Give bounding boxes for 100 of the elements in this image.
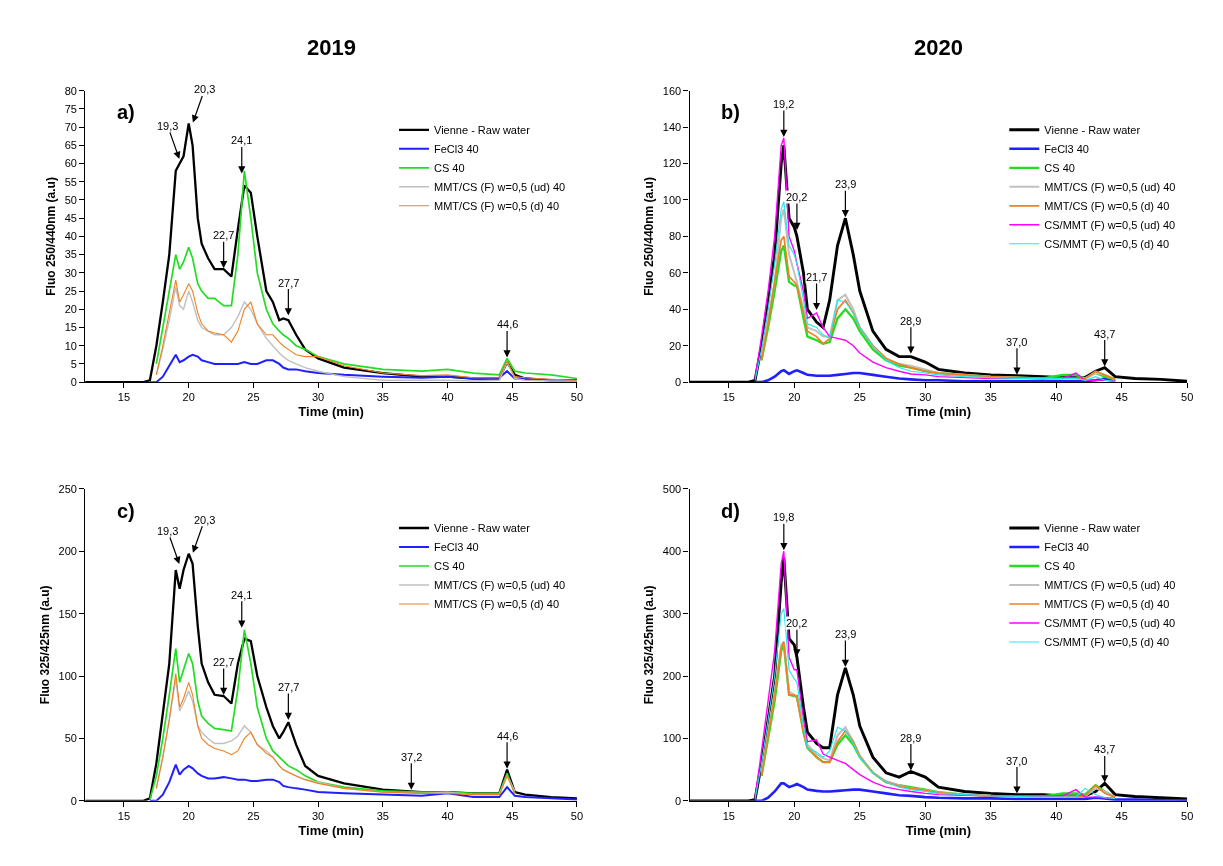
legend-label: MMT/CS (F) w=0,5 (d) 40 [1044,200,1170,213]
x-tick-label: 20 [182,810,195,823]
y-tick-label: 10 [64,339,77,352]
y-axis-title: Fluo 325/425nm (a.u) [37,585,52,705]
annotation: 19,3 [157,525,179,537]
x-tick-label: 20 [182,391,195,404]
x-tick-label: 15 [117,391,131,404]
line-series [148,353,577,383]
y-tick-label: 50 [64,732,77,745]
legend-label: Vienne - Raw water [434,522,531,535]
legend-label: MMT/CS (F) w=0,5 (d) 40 [1044,598,1170,611]
annotation: 20,2 [786,191,808,203]
y-tick-label: 80 [668,230,682,243]
y-tick-label: 45 [64,212,77,225]
x-tick-label: 15 [117,810,131,823]
legend-label: FeCl3 40 [434,143,479,156]
legend-label: MMT/CS (F) w=0,5 (d) 40 [434,598,560,611]
annotation: 20,3 [194,514,216,526]
x-tick-label: 15 [722,810,735,823]
annotation: b) [721,101,740,123]
annotation: 37,2 [401,751,423,763]
y-tick-label: 100 [58,669,77,682]
x-tick-label: 35 [376,391,389,404]
y-tick-label: 65 [64,139,77,152]
y-tick-label: 20 [64,303,77,316]
x-tick-label: 35 [376,810,389,823]
y-tick-label: 200 [58,545,77,558]
y-tick-label: 60 [668,266,682,279]
legend-label: Vienne - Raw water [434,124,531,137]
x-tick-label: 40 [441,810,454,823]
annotation: 21,7 [806,271,828,283]
annotation: c) [117,500,135,522]
x-tick-label: 40 [441,391,454,404]
annotation: 19,8 [773,511,795,523]
legend-label: CS 40 [1044,162,1075,175]
legend-label: CS 40 [434,162,465,175]
x-axis-title: Time (min) [905,822,972,838]
x-tick-label: 45 [1115,810,1128,823]
y-tick-label: 15 [64,321,77,334]
y-tick-label: 5 [70,357,77,370]
y-tick-label: 40 [64,230,77,243]
y-tick-label: 55 [64,175,77,188]
legend-label: FeCl3 40 [1044,541,1089,554]
legend-label: FeCl3 40 [1044,143,1089,156]
y-tick-label: 0 [675,375,682,388]
annotation: 22,7 [213,229,235,241]
y-tick-label: 0 [675,794,682,807]
annotation: 37,0 [1006,755,1028,767]
y-tick-label: 50 [64,193,77,206]
annotation: 37,0 [1006,336,1028,348]
x-tick-label: 30 [312,391,325,404]
x-tick-label: 15 [722,391,735,404]
x-tick-label: 30 [919,810,932,823]
y-tick-label: 0 [70,794,77,807]
annotation: 27,7 [278,277,300,289]
annotation: 28,9 [900,732,922,744]
x-tick-label: 35 [984,810,997,823]
legend-label: CS/MMT (F) w=0,5 (d) 40 [1044,636,1170,649]
x-tick-label: 25 [247,391,260,404]
legend-label: FeCl3 40 [434,541,479,554]
annotation: 27,7 [278,681,300,693]
legend-label: CS/MMT (F) w=0,5 (d) 40 [1044,238,1170,251]
x-tick-label: 25 [853,810,866,823]
y-tick-label: 75 [64,102,77,115]
y-tick-label: 40 [668,303,682,316]
x-tick-label: 20 [788,810,801,823]
y-tick-label: 500 [662,482,682,495]
x-tick-label: 45 [506,810,519,823]
legend-label: MMT/CS (F) w=0,5 (ud) 40 [434,579,566,592]
x-axis-title: Time (min) [298,822,364,838]
annotation: a) [117,101,135,123]
y-tick-label: 150 [58,607,77,620]
y-tick-label: 0 [70,375,77,388]
x-tick-label: 30 [919,391,932,404]
y-tick-label: 35 [64,248,77,261]
x-tick-label: 45 [1115,391,1128,404]
y-tick-label: 25 [64,284,77,297]
annotation: 24,1 [231,134,253,146]
x-axis-title: Time (min) [298,404,364,420]
legend-label: MMT/CS (F) w=0,5 (ud) 40 [1044,579,1176,592]
x-tick-label: 50 [1181,391,1194,404]
annotation: 24,1 [231,589,253,601]
x-tick-label: 30 [312,810,325,823]
annotation: 43,7 [1094,328,1116,340]
y-tick-label: 30 [64,266,77,279]
annotation: 23,9 [835,178,857,190]
annotation: 19,3 [157,120,179,132]
x-tick-label: 50 [1181,810,1194,823]
y-tick-label: 120 [662,157,682,170]
x-tick-label: 40 [1050,810,1063,823]
annotation: 28,9 [900,315,922,327]
x-tick-label: 50 [570,810,584,823]
legend-label: Vienne - Raw water [1044,124,1141,137]
y-tick-label: 160 [662,84,682,97]
y-tick-label: 100 [662,193,682,206]
annotation: 44,6 [497,318,519,330]
annotation: 20,3 [194,83,216,95]
x-tick-label: 25 [247,810,260,823]
y-tick-label: 100 [662,732,682,745]
annotation: 22,7 [213,656,235,668]
